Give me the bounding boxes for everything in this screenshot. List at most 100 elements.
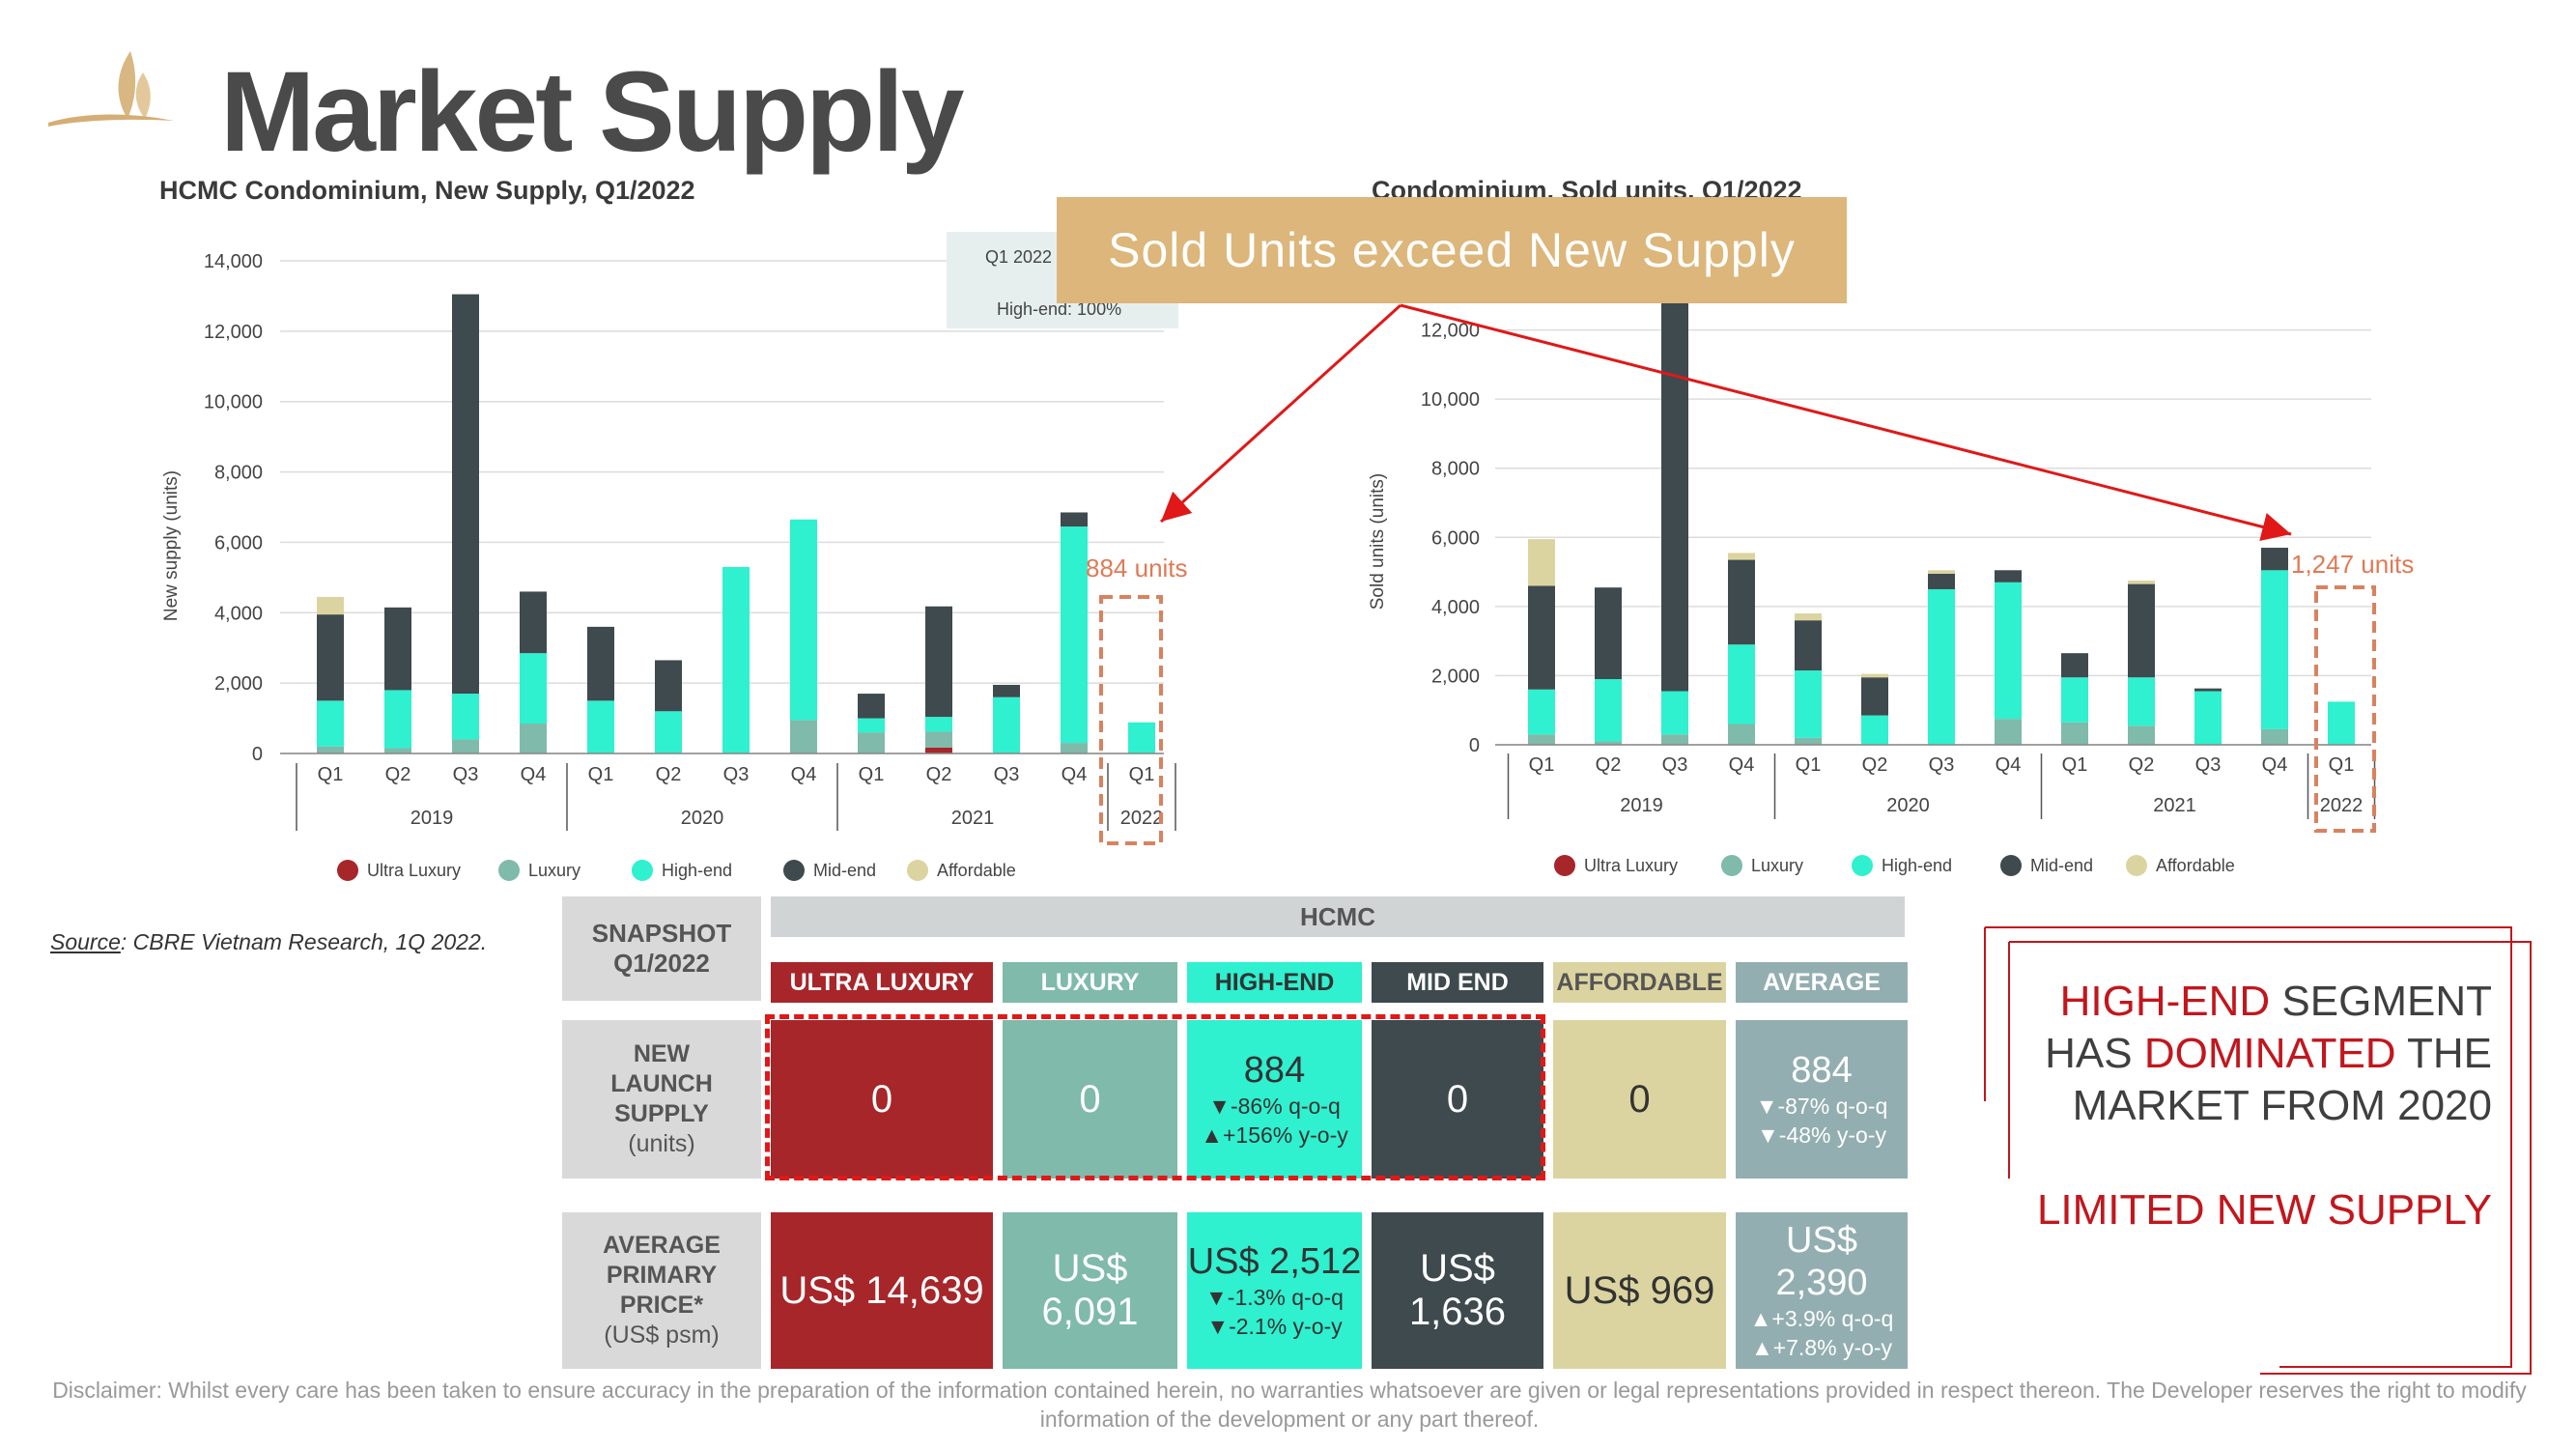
legend-swatch [1852,855,1873,876]
table-cell: US$ 6,091 [1003,1212,1177,1369]
y-tick-label: 8,000 [214,463,263,484]
disclaimer: Disclaimer: Whilst every care has been t… [52,1378,2527,1432]
cell-value: 0 [1079,1077,1101,1121]
snapshot-label-line: Q1/2022 [613,949,710,978]
bar-segment-high-end [790,519,817,721]
banner-sold-exceed-supply: Sold Units exceed New Supply [1057,197,1847,303]
y-tick-label: 6,000 [1431,527,1480,549]
cell-value: 0 [1446,1077,1469,1121]
cell-value: 0 [1628,1077,1651,1121]
x-tick-label: Q1 [1129,764,1155,785]
bar-segment-high-end [1595,679,1622,742]
bar-segment-affordable [1861,673,1888,678]
legend-swatch [498,860,520,881]
x-tick-label: Q2 [656,764,682,785]
table-cell: 0 [1372,1020,1543,1179]
bar-segment-affordable [1528,539,1555,586]
y-tick-label: 10,000 [1421,389,1480,411]
bar-segment-luxury [2128,725,2155,745]
bar-segment-mid-end [858,694,885,719]
units-annotation: 1,247 units [2291,550,2414,579]
year-label: 2022 [2320,795,2364,816]
row-label-line: (US$ psm) [604,1321,720,1349]
source-note: Source: CBRE Vietnam Research, 1Q 2022. [50,929,487,955]
y-tick-label: 12,000 [1421,321,1480,342]
legend-swatch [783,860,805,881]
x-tick-label: Q2 [2129,754,2155,776]
year-label: 2020 [1886,795,1930,816]
new-supply-chart: 0 2,000 4,000 6,000 8,000 10,000 12,000 14,000 N… [161,251,1188,881]
bar-segment-luxury [858,732,885,753]
cell-value: US$ 2,512 [1187,1241,1362,1282]
snapshot-label: SNAPSHOT Q1/2022 [562,896,761,1001]
x-tick-label: Q4 [1062,764,1088,785]
bar-segment-mid-end [1928,573,1955,589]
source-text: : CBRE Vietnam Research, 1Q 2022. [120,929,488,954]
cell-value: 884 [1791,1050,1853,1091]
row-label-0: NEW LAUNCH SUPPLY (units) [562,1020,761,1179]
bar-segment-high-end [1661,691,1688,735]
row-label-line: NEW [633,1040,691,1067]
bar-segment-high-end [384,690,411,749]
cell-value: US$ 2,390 [1775,1220,1868,1303]
column-header-affordable: AFFORDABLE [1553,962,1726,1003]
column-header-ultra-luxury: ULTRA LUXURY [771,962,993,1003]
y-tick-label: 12,000 [204,322,263,343]
year-label: 2021 [2153,795,2196,816]
row-label-line: PRIMARY [606,1262,718,1289]
x-tick-label: Q3 [1929,754,1955,776]
table-cell: 884 ▼-87% q-o-q ▼-48% y-o-y [1736,1020,1908,1179]
legend-label: Luxury [1751,856,1803,875]
cell-value: US$ 1,636 [1408,1247,1507,1333]
bar-segment-affordable [1795,613,1822,621]
x-tick-label: Q1 [1796,754,1822,776]
y-axis-label: Sold units (units) [1368,473,1388,611]
row-label-line: SUPPLY [614,1100,709,1127]
row-label-line: AVERAGE [603,1232,721,1259]
x-tick-label: Q4 [2262,754,2288,776]
bar-segment-high-end [1728,644,1755,724]
callout-arrows [1159,303,2292,542]
x-tick-label: Q3 [994,764,1020,785]
legend-label: Ultra Luxury [367,861,461,880]
bar-segment-high-end [587,700,614,753]
year-label: 2020 [681,808,724,829]
bar-segment-high-end [317,700,344,747]
row-label-line: (units) [628,1130,695,1157]
brand-logo [48,51,174,127]
cell-yoy: ▲+156% y-o-y [1201,1122,1348,1148]
x-tick-label: Q3 [723,764,750,785]
bar-segment-luxury [1528,734,1555,745]
bar-segment-mid-end [1595,587,1622,680]
bar-segment-mid-end [925,606,952,718]
bar-segment-mid-end [655,660,682,712]
table-cell: US$ 969 [1553,1212,1726,1369]
bar-segment-luxury [925,731,952,748]
bar-segment-mid-end [520,591,547,654]
bar-segment-high-end [1861,715,1888,745]
table-cell: US$ 2,512 ▼-1.3% q-o-q ▼-2.1% y-o-y [1187,1212,1362,1369]
table-cell: 884 ▼-86% q-o-q ▲+156% y-o-y [1187,1020,1362,1179]
x-tick-label: Q3 [1662,754,1688,776]
y-tick-label: 4,000 [214,603,263,624]
year-label: 2022 [1120,808,1164,829]
table-cell: 0 [771,1020,993,1179]
x-tick-label: Q4 [791,764,817,785]
x-tick-label: Q4 [1996,754,2022,776]
bar-segment-high-end [1061,526,1088,744]
table-highlight-box [765,1014,1545,1180]
y-tick-label: 14,000 [204,251,263,272]
highlight-box [1099,595,1163,845]
callout-has: HAS [2045,1030,2144,1077]
bar-segment-high-end [1928,588,1955,745]
legend-label: High-end [1882,856,1952,875]
bar-segment-luxury [1595,741,1622,745]
bar-segment-mid-end [1528,585,1555,690]
bar-segment-high-end [1128,722,1155,753]
y-tick-label: 0 [1469,735,1480,756]
bar-segment-mid-end [2261,548,2288,571]
table-cell: US$ 2,390 ▲+3.9% q-o-q ▲+7.8% y-o-y [1736,1212,1908,1369]
bar-segment-ultra-luxury [925,747,952,753]
x-tick-label: Q1 [1529,754,1555,776]
bar-segment-high-end [2194,691,2222,745]
